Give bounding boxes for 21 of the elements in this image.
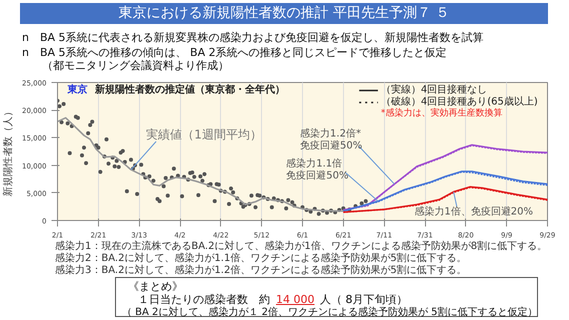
text: （ BA 2に対して、感染力が１ 2倍、ワクチンによる感染予防効果が 5割に低下すると仮定） xyxy=(122,306,538,320)
annotation: （破線）4回目接種あり(65歳以上) xyxy=(380,96,538,108)
text: 感染力3：BA.2に対して、感染力が1.2倍、ワクチンによる感染予防効果が5割に低下する。 xyxy=(55,264,467,278)
text: １日当たりの感染者数 約 xyxy=(138,292,270,306)
annotation: 新規陽性者数の推定値（東京都・全年代） xyxy=(94,84,285,96)
text: 感染力2：BA.2に対して、感染力が1.1倍、ワクチンによる感染予防効果が5割に低下する。 xyxy=(55,252,467,264)
chart-title: 東京における新規陽性者数の推計 平田先生予測７ ５ xyxy=(20,3,548,24)
annotation: 感染力1.2倍*免疫回避50% xyxy=(300,128,362,152)
annotation: （実線）4回目接種なし xyxy=(380,84,488,96)
text: 14 000 xyxy=(276,292,314,306)
annotation: 感染力1倍、免疫回避20% xyxy=(414,206,533,218)
annotation: *感染力は、実効再生産数換算 xyxy=(380,108,502,118)
text: 人（ 8月下旬頃） xyxy=(320,292,408,306)
text: 《まとめ》 xyxy=(128,279,183,294)
annotation: 東京 xyxy=(66,84,88,96)
text: 感染力1：現在の主流株であるBA.2に対して、感染力が1倍、ワクチンによる感染予防効果が8割に低下する。 xyxy=(55,240,548,252)
y-axis-title: 新規陽性者数（人） xyxy=(2,106,14,196)
chart-subtitle: n BA 5系統に代表される新規変異株の感染力および免疫回避を仮定し、新規陽性者数を試算 n BA 5系統への推移の傾向は、 BA 2系統への推移と同じスピードで推移したと仮定 xyxy=(22,30,484,60)
text: （都モニタリング会議資料より作成） xyxy=(42,58,229,74)
annotation: 感染力1.1倍免疫回避50% xyxy=(286,158,348,182)
annotation: 実績値（1週間平均） xyxy=(146,128,262,142)
